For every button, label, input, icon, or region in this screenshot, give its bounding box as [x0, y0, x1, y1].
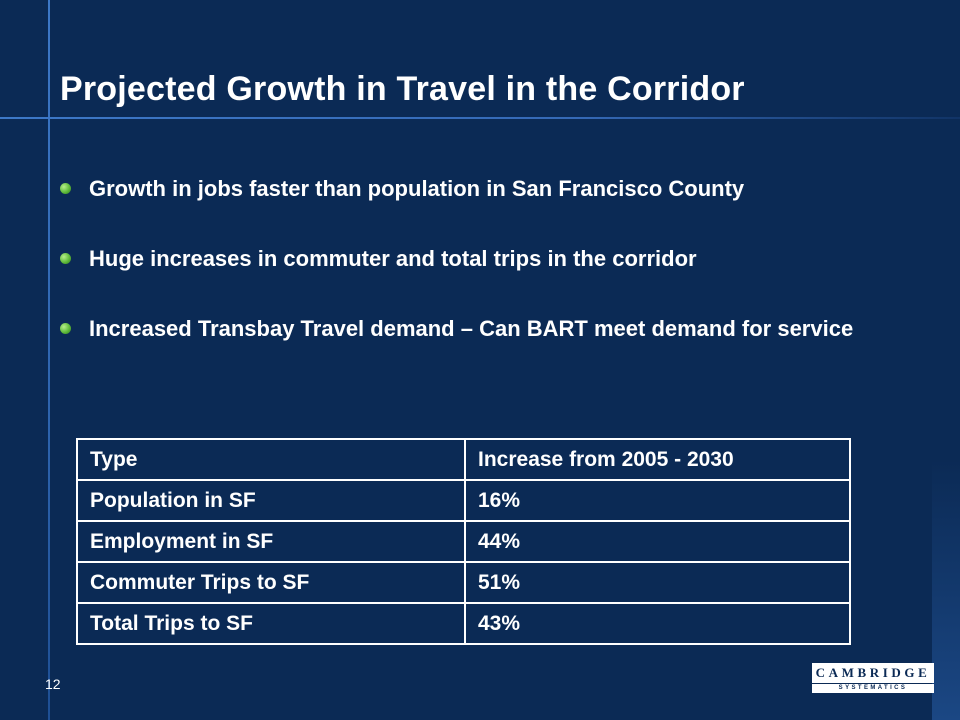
slide-title: Projected Growth in Travel in the Corrid…: [60, 70, 745, 108]
cambridge-systematics-logo: CAMBRIDGE SYSTEMATICS: [812, 663, 934, 693]
table-row: Population in SF 16%: [76, 479, 851, 522]
decorative-horizontal-line: [0, 117, 960, 119]
logo-subtitle: SYSTEMATICS: [812, 684, 934, 693]
bullet-item: Huge increases in commuter and total tri…: [58, 244, 898, 273]
table-cell: 16%: [464, 479, 851, 522]
decorative-corner-glow: [932, 460, 960, 720]
table-cell: Commuter Trips to SF: [76, 561, 466, 604]
table-cell: 51%: [464, 561, 851, 604]
bullet-text: Growth in jobs faster than population in…: [89, 176, 745, 201]
decorative-vertical-line: [48, 0, 50, 720]
growth-table: Type Increase from 2005 - 2030 Populatio…: [76, 438, 851, 645]
bullet-item: Growth in jobs faster than population in…: [58, 174, 898, 203]
bullet-dot-icon: [60, 253, 71, 264]
bullet-list: Growth in jobs faster than population in…: [58, 174, 898, 343]
bullet-text: Increased Transbay Travel demand – Can B…: [89, 316, 854, 341]
bullet-dot-icon: [60, 183, 71, 194]
table-cell: Employment in SF: [76, 520, 466, 563]
table-header-cell: Increase from 2005 - 2030: [464, 438, 851, 481]
table-row: Total Trips to SF 43%: [76, 602, 851, 645]
bullet-item: Increased Transbay Travel demand – Can B…: [58, 314, 898, 343]
bullet-dot-icon: [60, 323, 71, 334]
table-header-row: Type Increase from 2005 - 2030: [76, 438, 851, 481]
bullet-text: Huge increases in commuter and total tri…: [89, 246, 697, 271]
table-header-cell: Type: [76, 438, 466, 481]
table-cell: Total Trips to SF: [76, 602, 466, 645]
table-cell: Population in SF: [76, 479, 466, 522]
table-cell: 43%: [464, 602, 851, 645]
logo-name: CAMBRIDGE: [812, 663, 934, 683]
page-number: 12: [45, 676, 61, 692]
table-cell: 44%: [464, 520, 851, 563]
table-row: Commuter Trips to SF 51%: [76, 561, 851, 604]
table-row: Employment in SF 44%: [76, 520, 851, 563]
